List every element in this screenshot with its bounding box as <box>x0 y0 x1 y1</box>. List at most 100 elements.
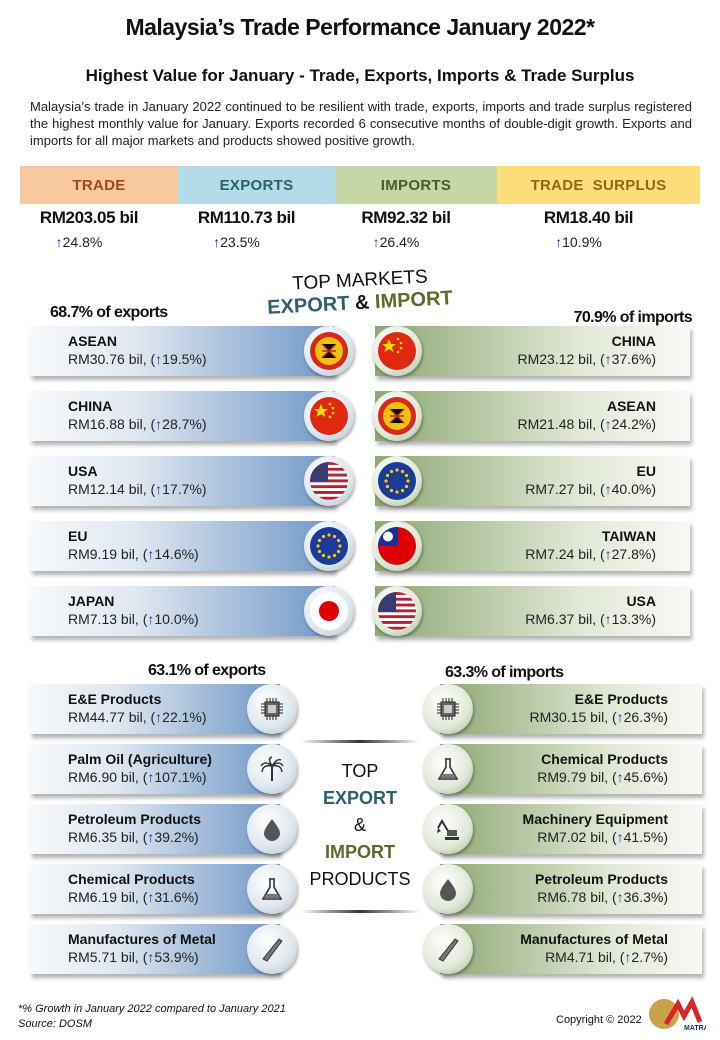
product-growth: 53.9%) <box>154 949 199 965</box>
products-center-label: TOP EXPORT & IMPORT PRODUCTS <box>300 758 420 893</box>
footnote: *% Growth in January 2022 compared to Ja… <box>18 1003 286 1015</box>
up-arrow-icon: ↑ <box>147 546 155 562</box>
product-amount: RM6.78 bil, ( <box>537 889 617 905</box>
summary-growth: ↑26.4% <box>315 234 477 250</box>
usa-flag-icon <box>304 456 354 506</box>
product-name: Chemical Products <box>68 871 195 887</box>
up-arrow-icon: ↑ <box>147 829 155 845</box>
growth-value: 24.8% <box>62 234 103 250</box>
summary-value: RM203.05 bil <box>39 208 139 227</box>
drop-icon <box>423 864 473 914</box>
export-product-row: Chemical Products RM6.19 bil, (↑31.6%) <box>30 864 280 914</box>
summary-header-trade: TRADE <box>20 166 178 204</box>
amp: & <box>354 291 370 315</box>
import-product-row: E&E Products RM30.15 bil, (↑26.3%) <box>440 684 702 734</box>
product-growth: 31.6%) <box>154 889 199 905</box>
summary-value: RM18.40 bil <box>543 208 634 227</box>
export-market-row: USA RM12.14 bil, (↑17.7%) <box>30 456 335 506</box>
matrade-logo: MATRADE <box>648 996 719 1032</box>
summary-growth: ↑24.8% <box>0 234 158 250</box>
summary-header-imports: IMPORTS <box>335 166 497 204</box>
product-growth: 22.1%) <box>162 709 207 725</box>
market-value: RM21.48 bil, (↑24.2%) <box>517 416 656 432</box>
import-product-row: Manufactures of Metal RM4.71 bil, (↑2.7%) <box>440 924 702 974</box>
export-market-row: JAPAN RM7.13 bil, (↑10.0%) <box>30 586 335 636</box>
growth-value: 26.4% <box>379 234 420 250</box>
market-value: RM16.88 bil, (↑28.7%) <box>68 416 207 432</box>
import-market-row: EU RM7.27 bil, (↑40.0%) <box>375 456 690 506</box>
market-growth: 27.8%) <box>611 546 656 562</box>
import-market-row: TAIWAN RM7.24 bil, (↑27.8%) <box>375 521 690 571</box>
market-value: RM7.13 bil, (↑10.0%) <box>68 611 199 627</box>
market-value: RM7.24 bil, (↑27.8%) <box>525 546 656 562</box>
page-title: Malaysia’s Trade Performance January 202… <box>125 14 595 40</box>
product-amount: RM6.90 bil, ( <box>68 769 148 785</box>
market-growth: 14.6%) <box>154 546 199 562</box>
market-name: EU <box>636 463 656 479</box>
up-arrow-icon: ↑ <box>213 234 221 250</box>
export-market-share: 68.7% of exports <box>50 304 168 321</box>
up-arrow-icon: ↑ <box>372 234 380 250</box>
product-value: RM6.78 bil, (↑36.3%) <box>537 889 668 905</box>
market-name: JAPAN <box>68 593 115 609</box>
product-name: Machinery Equipment <box>522 811 668 827</box>
product-amount: RM5.71 bil, ( <box>68 949 148 965</box>
asean-flag-icon <box>372 391 422 441</box>
up-arrow-icon: ↑ <box>616 829 624 845</box>
flask-icon <box>423 744 473 794</box>
product-amount: RM44.77 bil, ( <box>68 709 156 725</box>
market-value: RM7.27 bil, (↑40.0%) <box>525 481 656 497</box>
product-value: RM5.71 bil, (↑53.9%) <box>68 949 199 965</box>
market-growth: 19.5%) <box>162 351 207 367</box>
market-name: USA <box>626 593 656 609</box>
summary-header-exports: EXPORTS <box>178 166 335 204</box>
market-growth: 37.6%) <box>611 351 656 367</box>
intro-paragraph: Malaysia’s trade in January 2022 continu… <box>30 99 692 148</box>
up-arrow-icon: ↑ <box>155 351 163 367</box>
summary-growth: ↑23.5% <box>158 234 315 250</box>
market-amount: RM16.88 bil, ( <box>68 416 156 432</box>
import-product-row: Petroleum Products RM6.78 bil, (↑36.3%) <box>440 864 702 914</box>
import-market-row: CHINA RM23.12 bil, (↑37.6%) <box>375 326 690 376</box>
summary-value: RM110.73 bil <box>197 208 296 227</box>
market-name: EU <box>68 528 88 544</box>
import-market-row: ASEAN RM21.48 bil, (↑24.2%) <box>375 391 690 441</box>
page-subtitle: Highest Value for January - Trade, Expor… <box>85 66 635 85</box>
up-arrow-icon: ↑ <box>604 611 612 627</box>
up-arrow-icon: ↑ <box>555 234 563 250</box>
summary-header-trade-surplus: TRADE SURPLUS <box>497 166 700 204</box>
up-arrow-icon: ↑ <box>147 611 155 627</box>
market-name: TAIWAN <box>601 528 656 544</box>
product-name: E&E Products <box>574 691 668 707</box>
up-arrow-icon: ↑ <box>604 351 612 367</box>
product-value: RM4.71 bil, (↑2.7%) <box>545 949 668 965</box>
product-name: Petroleum Products <box>534 871 668 887</box>
import-market-row: USA RM6.37 bil, (↑13.3%) <box>375 586 690 636</box>
market-amount: RM9.19 bil, ( <box>68 546 148 562</box>
up-arrow-icon: ↑ <box>616 889 624 905</box>
product-name: Manufactures of Metal <box>520 931 668 947</box>
market-growth: 28.7%) <box>162 416 207 432</box>
product-name: E&E Products <box>68 691 162 707</box>
export-product-row: E&E Products RM44.77 bil, (↑22.1%) <box>30 684 280 734</box>
import-word: IMPORT <box>374 287 454 314</box>
palm-icon <box>247 744 297 794</box>
usa-flag-icon <box>372 586 422 636</box>
import-product-row: Machinery Equipment RM7.02 bil, (↑41.5%) <box>440 804 702 854</box>
product-amount: RM6.35 bil, ( <box>68 829 148 845</box>
summary-growth: ↑10.9% <box>477 234 680 250</box>
china-flag-icon <box>372 326 422 376</box>
export-product-share: 63.1% of exports <box>148 662 266 679</box>
product-growth: 45.6%) <box>623 769 668 785</box>
japan-flag-icon <box>304 586 354 636</box>
center-amp: & <box>353 815 366 835</box>
import-product-share: 63.3% of imports <box>445 664 564 681</box>
flask-icon <box>247 864 297 914</box>
product-value: RM6.19 bil, (↑31.6%) <box>68 889 199 905</box>
market-value: RM23.12 bil, (↑37.6%) <box>517 351 656 367</box>
growth-value: 10.9% <box>562 234 602 250</box>
product-name: Manufactures of Metal <box>68 931 216 947</box>
import-product-row: Chemical Products RM9.79 bil, (↑45.6%) <box>440 744 702 794</box>
center-import: IMPORT <box>325 842 395 862</box>
product-growth: 39.2%) <box>154 829 199 845</box>
